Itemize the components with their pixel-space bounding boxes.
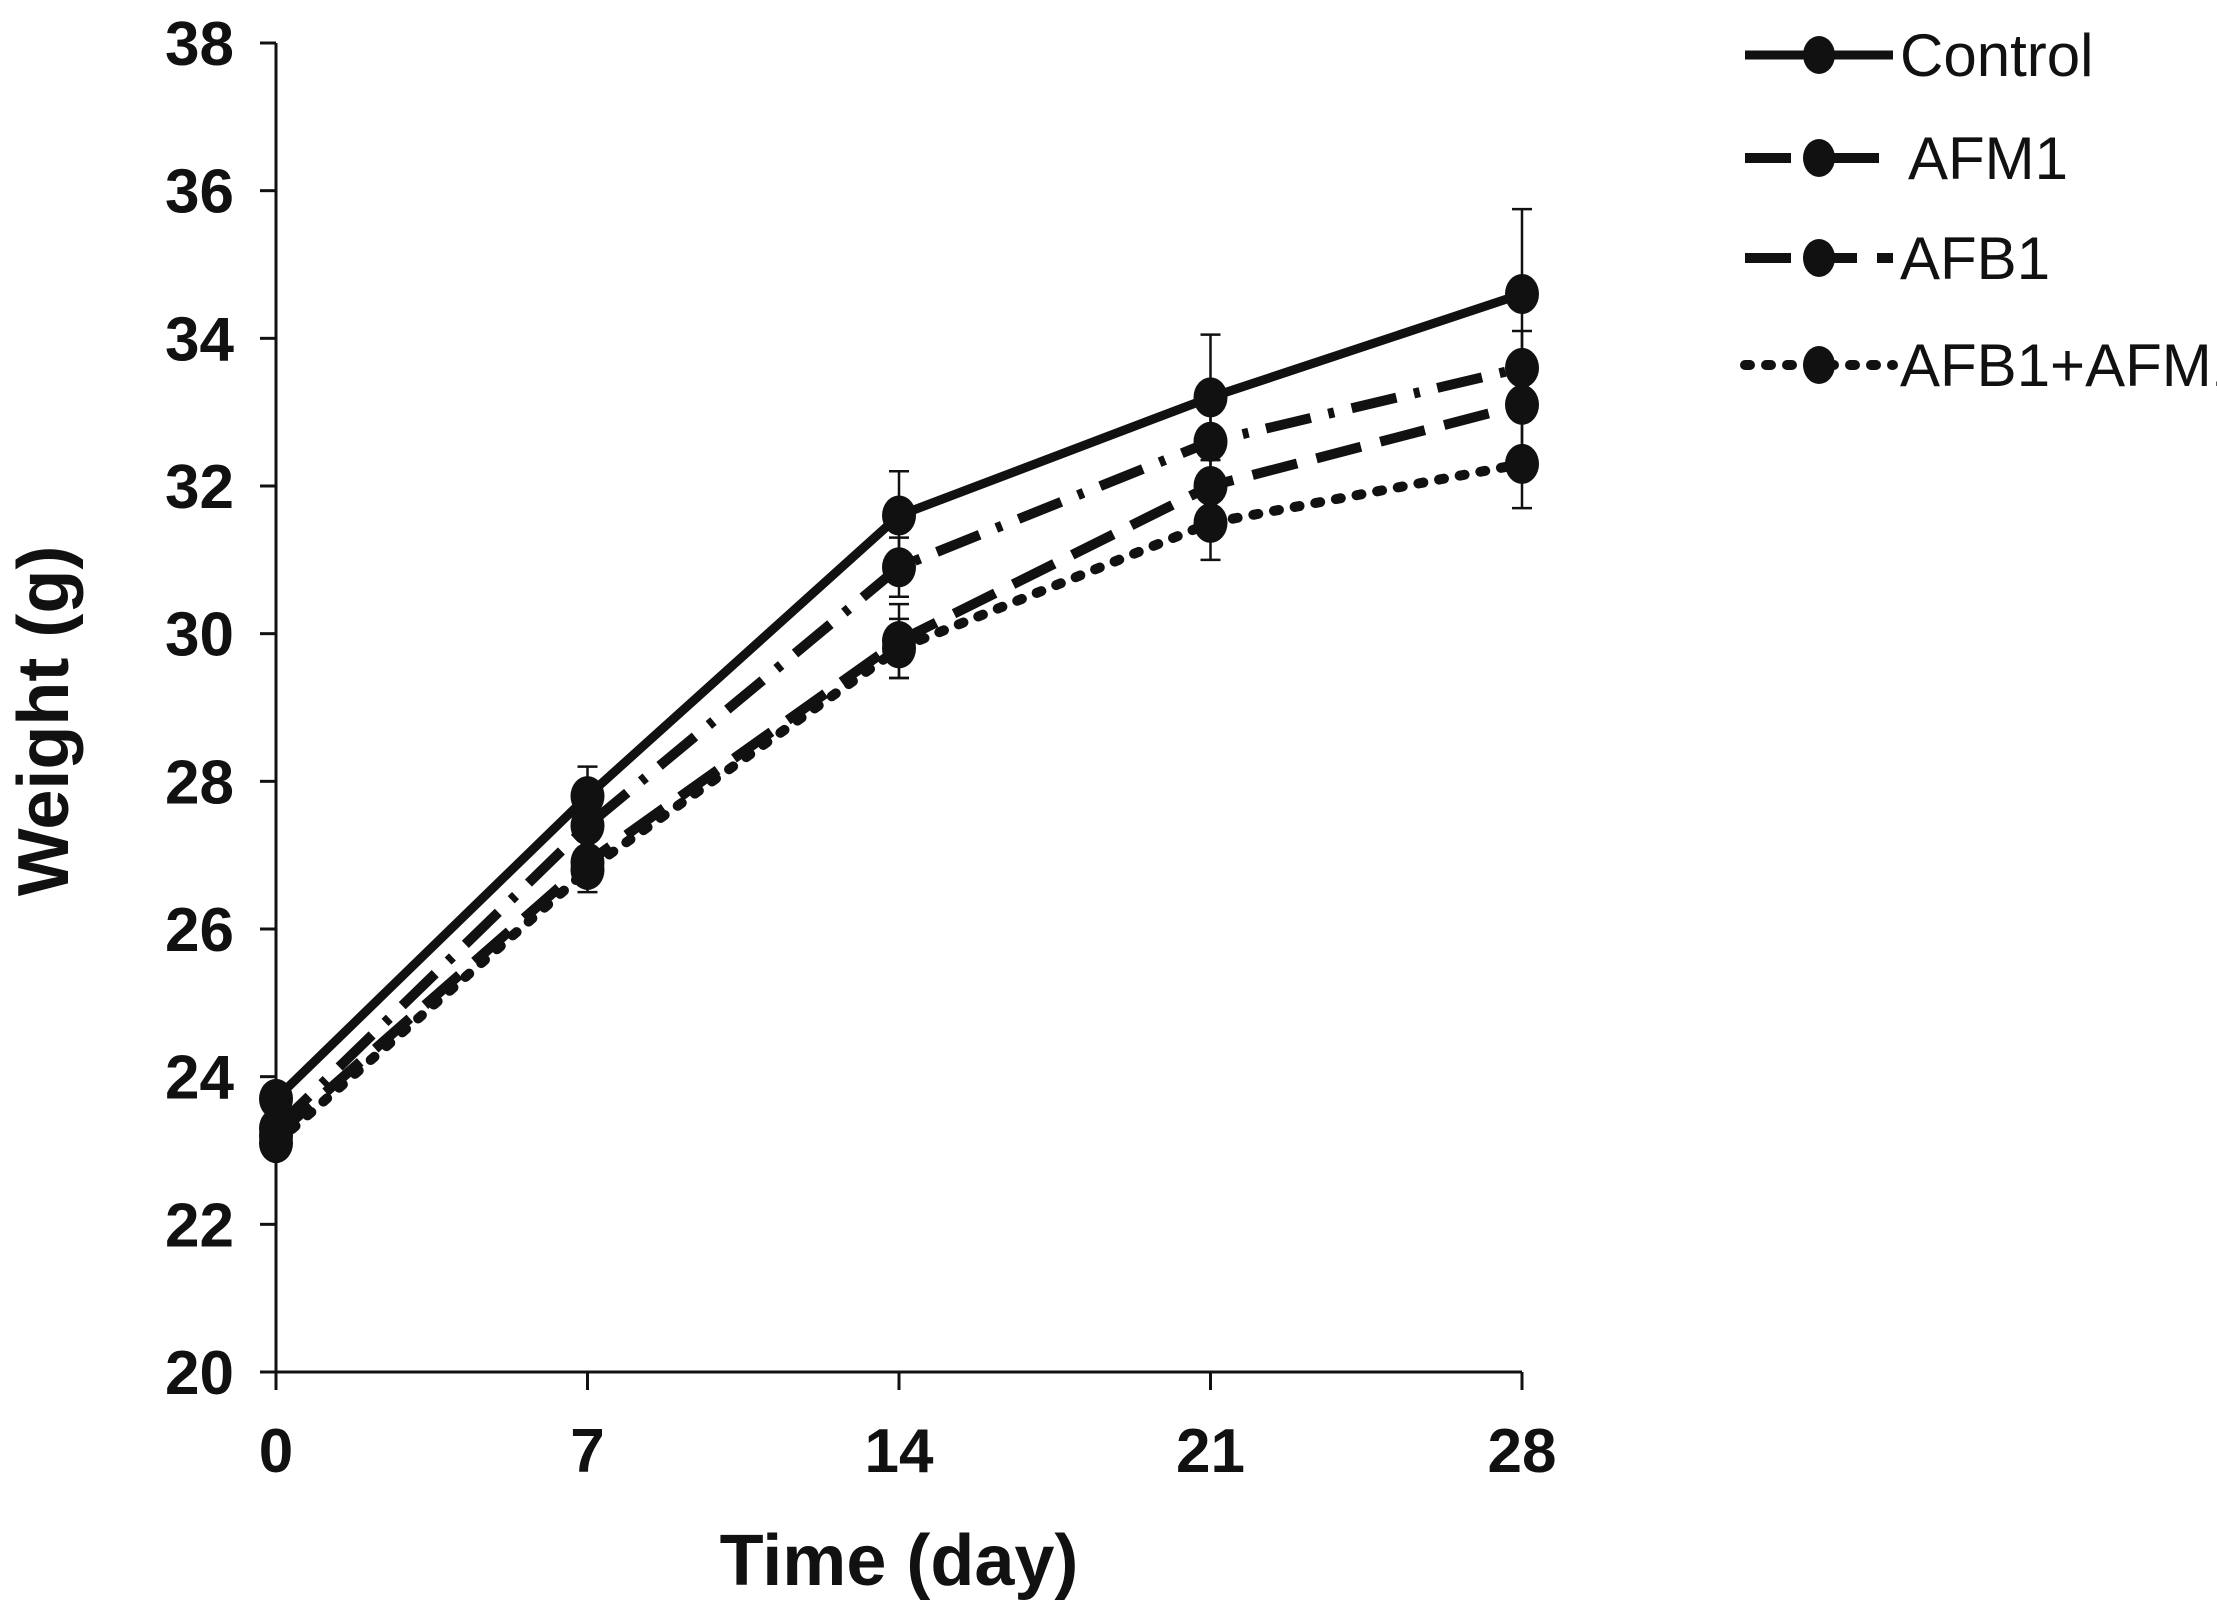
data-point xyxy=(1193,466,1228,506)
y-tick-label: 30 xyxy=(165,601,234,670)
y-tick-label: 38 xyxy=(165,10,234,79)
x-tick-label: 28 xyxy=(1488,1417,1557,1486)
legend-marker xyxy=(1803,139,1835,177)
legend-item-control: Control xyxy=(1745,22,2093,89)
y-tick-label: 34 xyxy=(165,305,234,374)
series-layer xyxy=(259,207,1539,1164)
x-axis-title: Time (day) xyxy=(720,1521,1079,1601)
y-tick-label: 20 xyxy=(165,1339,234,1408)
y-tick-label: 36 xyxy=(165,158,234,227)
data-point xyxy=(259,1108,293,1149)
y-axis-title: Weight (g) xyxy=(4,546,84,897)
legend-item-afb1-afm1: AFB1+AFM1 xyxy=(1740,332,2217,399)
legend-label: AFM1 xyxy=(1908,125,2068,192)
y-tick-label: 26 xyxy=(165,896,234,965)
legend-label: AFB1 xyxy=(1900,225,2050,292)
chart-axes xyxy=(274,43,1522,1374)
legend: Control AFM1 AFB1 AFB1+AFM1 xyxy=(1740,22,2217,399)
legend-label: AFB1+AFM1 xyxy=(1900,332,2217,399)
y-tick-label: 22 xyxy=(165,1191,234,1260)
y-tick-label: 28 xyxy=(165,748,234,817)
legend-marker xyxy=(1803,36,1835,74)
legend-marker xyxy=(1803,346,1835,384)
data-point xyxy=(882,621,916,662)
data-point xyxy=(570,776,605,817)
x-tick-label: 21 xyxy=(1176,1417,1245,1486)
legend-marker xyxy=(1803,239,1835,277)
x-tick-label: 14 xyxy=(865,1417,934,1486)
data-point xyxy=(570,842,605,883)
series-line xyxy=(272,363,1524,1132)
data-point xyxy=(882,495,916,536)
series-control xyxy=(259,207,1539,1119)
legend-item-afm1: AFM1 xyxy=(1745,125,2068,192)
x-tick-label: 0 xyxy=(259,1417,293,1486)
y-axis-ticks: 20 22 24 26 28 30 32 34 36 38 xyxy=(165,10,276,1408)
x-tick-label: 7 xyxy=(570,1417,604,1486)
x-axis-ticks: 0 7 14 21 28 xyxy=(259,1372,1557,1486)
legend-label: Control xyxy=(1900,22,2093,89)
data-point xyxy=(1505,443,1539,484)
legend-item-afb1: AFB1 xyxy=(1745,225,2050,292)
y-tick-label: 32 xyxy=(165,453,234,522)
data-point xyxy=(882,547,916,588)
data-point xyxy=(1505,274,1539,315)
y-tick-label: 24 xyxy=(165,1044,234,1113)
data-point xyxy=(1193,377,1228,418)
data-point xyxy=(259,1078,293,1119)
